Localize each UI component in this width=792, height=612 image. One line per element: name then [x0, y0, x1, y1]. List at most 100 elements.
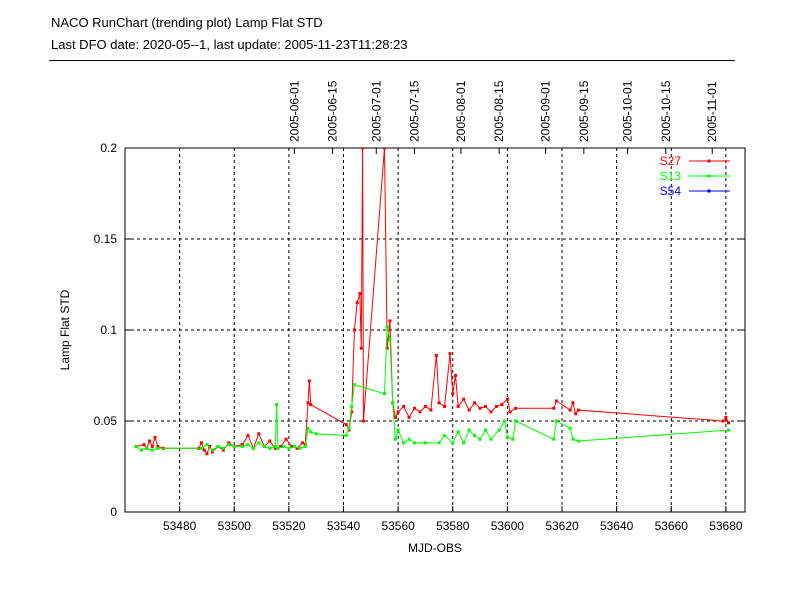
data-point-S13: [489, 437, 493, 441]
data-point-S13: [484, 428, 488, 432]
data-point-S13: [391, 401, 395, 405]
legend-marker-S27: [707, 159, 711, 163]
x-tick-label: 53600: [491, 519, 525, 533]
data-point-S27: [153, 435, 157, 439]
data-point-S27: [210, 450, 214, 454]
data-point-S27: [434, 353, 438, 357]
data-point-S13: [576, 439, 580, 443]
data-point-S13: [437, 441, 441, 445]
data-point-S27: [355, 301, 359, 305]
data-point-S27: [724, 415, 728, 419]
data-point-S13: [309, 430, 313, 434]
data-point-S13: [407, 437, 411, 441]
data-point-S27: [437, 401, 441, 405]
data-point-S13: [156, 446, 160, 450]
data-point-S27: [555, 399, 559, 403]
data-point-S27: [199, 441, 203, 445]
data-point-S27: [552, 406, 556, 410]
data-point-S27: [453, 374, 457, 377]
top-axis-date-label: 2005-08-15: [492, 80, 506, 142]
data-point-S27: [156, 444, 160, 448]
legend-label-S54: S54: [660, 184, 682, 198]
data-point-S27: [284, 437, 288, 441]
data-point-S27: [429, 408, 433, 412]
x-tick-label: 53540: [327, 519, 361, 533]
data-point-S27: [489, 410, 493, 414]
data-point-S27: [396, 410, 400, 414]
data-point-S13: [393, 437, 397, 441]
data-point-S27: [268, 439, 272, 443]
data-point-S13: [276, 446, 280, 450]
data-point-S13: [221, 446, 225, 450]
data-point-S13: [396, 428, 400, 432]
data-point-S27: [344, 423, 348, 427]
data-point-S13: [273, 444, 277, 448]
y-tick-label: 0.05: [94, 414, 118, 428]
data-point-S13: [413, 441, 417, 445]
data-point-S13: [298, 446, 302, 450]
data-point-S27: [462, 397, 466, 401]
data-point-S13: [262, 444, 266, 448]
data-point-S27: [478, 406, 482, 410]
data-point-S27: [221, 448, 225, 452]
data-point-S13: [568, 426, 572, 430]
data-point-S27: [290, 444, 294, 448]
data-point-S27: [423, 404, 427, 408]
data-point-S13: [352, 383, 356, 387]
data-point-S27: [295, 446, 299, 450]
data-point-S27: [418, 410, 422, 414]
data-point-S13: [423, 441, 427, 445]
data-point-S27: [407, 415, 411, 419]
data-point-S13: [150, 448, 154, 452]
data-point-S27: [142, 443, 146, 447]
data-point-S13: [227, 443, 231, 447]
data-point-S27: [574, 412, 578, 416]
data-point-S13: [456, 430, 460, 434]
data-point-S27: [359, 346, 363, 350]
data-point-S13: [514, 419, 518, 423]
data-point-S13: [240, 444, 244, 448]
legend-marker-S54: [707, 189, 711, 193]
series-line-S13: [135, 326, 729, 451]
data-point-S13: [145, 446, 149, 450]
data-point-S27: [484, 404, 488, 408]
top-axis-date-label: 2005-08-01: [454, 80, 468, 142]
x-tick-label: 53500: [218, 519, 252, 533]
data-point-S27: [273, 446, 277, 450]
series-line-S27: [135, 148, 730, 455]
top-axis-date-label: 2005-10-01: [621, 80, 635, 142]
x-tick-label: 53640: [600, 519, 634, 533]
data-point-S13: [385, 324, 389, 328]
data-point-S13: [134, 444, 138, 448]
data-point-S13: [257, 441, 261, 445]
top-axis-date-label: 2005-07-15: [408, 80, 422, 142]
data-point-S27: [448, 352, 452, 356]
data-point-S13: [281, 444, 285, 448]
data-point-S27: [257, 432, 261, 436]
data-point-S27: [202, 448, 206, 452]
data-point-S27: [309, 403, 313, 407]
data-point-S13: [478, 437, 482, 441]
top-axis-date-label: 2005-06-15: [326, 80, 340, 142]
data-point-S13: [347, 426, 351, 430]
y-tick-label: 0: [110, 505, 117, 519]
x-tick-label: 53620: [545, 519, 579, 533]
data-point-S13: [210, 448, 214, 452]
x-tick-label: 53520: [272, 519, 306, 533]
data-point-S13: [139, 448, 143, 452]
data-point-S27: [727, 421, 731, 425]
header-divider: [49, 60, 735, 61]
data-point-S27: [347, 428, 351, 432]
data-point-S13: [314, 432, 318, 436]
data-point-S27: [721, 419, 725, 423]
data-point-S27: [393, 415, 397, 419]
data-point-S27: [350, 410, 354, 414]
data-point-S13: [205, 443, 209, 447]
x-tick-label: 53480: [163, 519, 197, 533]
data-point-S27: [307, 379, 311, 383]
top-axis-date-label: 2005-06-01: [287, 80, 301, 142]
top-axis-date-label: 2005-07-01: [369, 80, 383, 142]
data-point-S13: [306, 426, 310, 430]
